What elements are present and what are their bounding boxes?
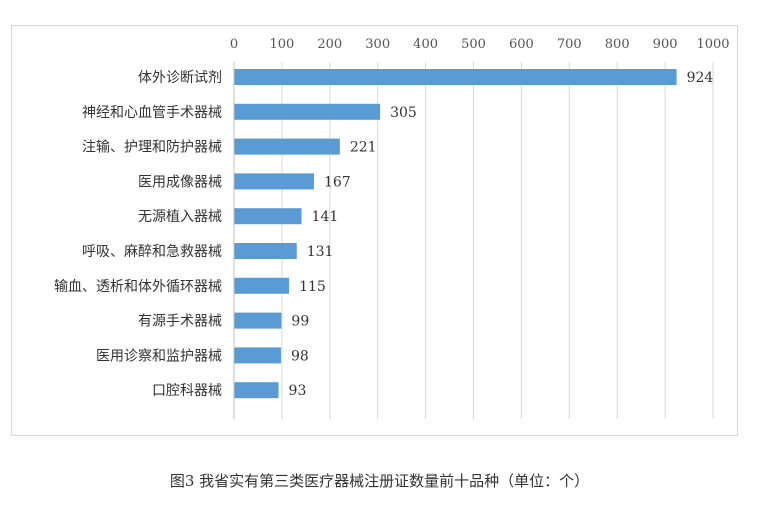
bar — [234, 173, 314, 190]
data-label: 167 — [324, 174, 351, 190]
bar — [234, 277, 290, 294]
chart-frame: 0 100 200 300 400 500 600 700 800 900 1000 体外诊断试剂 92… — [11, 25, 738, 436]
data-label: 98 — [291, 348, 309, 364]
bar — [234, 208, 302, 225]
bar — [234, 103, 381, 120]
bar-chart: 0 100 200 300 400 500 600 700 800 900 1000 体外诊断试剂 92… — [54, 37, 730, 419]
x-tick-label: 400 — [413, 37, 438, 52]
category-label: 输血、透析和体外循环器械 — [54, 279, 222, 295]
x-tick-label: 500 — [461, 37, 486, 52]
data-label: 93 — [289, 383, 307, 399]
category-label: 呼吸、麻醉和急救器械 — [82, 244, 222, 260]
data-label: 221 — [350, 140, 377, 156]
x-tick-label: 600 — [509, 37, 534, 52]
x-tick-label: 200 — [317, 37, 342, 52]
x-tick-label: 700 — [557, 37, 582, 52]
category-label: 注输、护理和防护器械 — [82, 140, 222, 156]
category-label: 医用成像器械 — [138, 174, 222, 190]
category-label: 无源植入器械 — [138, 209, 222, 225]
category-label: 体外诊断试剂 — [138, 70, 222, 86]
category-label: 口腔科器械 — [152, 383, 222, 399]
x-tick-label: 800 — [605, 37, 630, 52]
data-label: 99 — [291, 314, 309, 330]
bar — [234, 347, 281, 364]
x-tick-label: 300 — [365, 37, 390, 52]
data-label: 305 — [390, 105, 417, 121]
category-label: 有源手术器械 — [138, 314, 222, 330]
bar — [234, 312, 282, 329]
bar — [234, 382, 279, 399]
category-label: 医用诊察和监护器械 — [96, 347, 222, 364]
data-label: 131 — [307, 244, 334, 260]
data-label: 115 — [299, 279, 326, 295]
x-tick-label: 1000 — [696, 37, 729, 52]
bar — [234, 138, 340, 155]
figure-caption: 图3 我省实有第三类医疗器械注册证数量前十品种（单位：个） — [169, 472, 590, 490]
x-tick-label: 900 — [653, 37, 678, 52]
bar — [234, 243, 297, 259]
bar — [234, 69, 677, 85]
data-label: 141 — [312, 209, 339, 225]
category-label: 神经和心血管手术器械 — [82, 105, 222, 121]
data-label: 924 — [687, 70, 714, 86]
x-tick-label: 100 — [269, 37, 294, 52]
x-tick-label: 0 — [230, 37, 238, 52]
